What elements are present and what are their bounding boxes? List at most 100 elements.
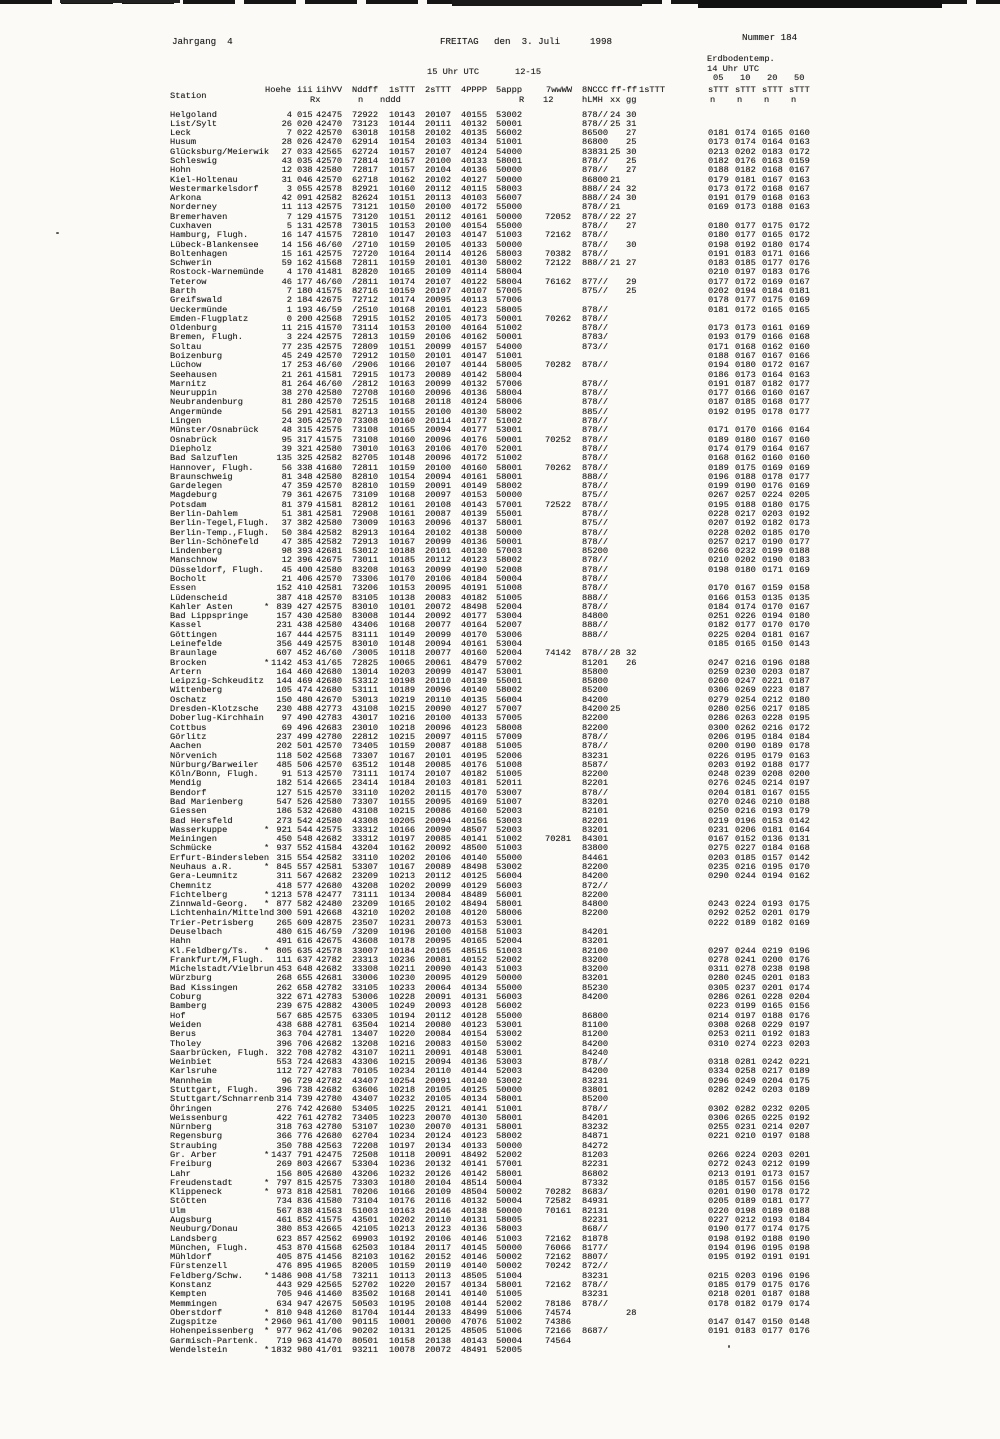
soil-20: 0166 [762, 425, 783, 436]
Nddff: 73206 [352, 583, 379, 594]
soil-50: 0164 [789, 824, 810, 835]
hoehe: 39 [281, 443, 292, 454]
PPPP-4: 48492 [461, 1149, 488, 1160]
soil-10: 0224 [735, 899, 756, 910]
station-name: Karlsruhe [170, 1066, 217, 1077]
soil-10: 0177 [735, 1224, 756, 1235]
table-row: Stuttgart, Flugh. 396 738 42682 63606 10218 20… [0, 1084, 1000, 1095]
soil-20: 0184 [762, 731, 783, 742]
hoehe: 453 [276, 964, 292, 975]
soil-20: 0153 [762, 815, 783, 826]
soil-10: 0216 [735, 861, 756, 872]
table-row: Boltenhagen 15 161 42575 72720 10164 20114 4012… [0, 249, 1000, 259]
iihVV: 42680 [316, 806, 343, 817]
soil-05: 0218 [708, 1289, 729, 1300]
soil-50: 0197 [789, 778, 810, 789]
sTTT-1: 10219 [389, 694, 416, 705]
NCCC-8: 878// [582, 388, 609, 399]
PPPP-4: 40129 [461, 973, 488, 984]
iihVV: 42680 [316, 1168, 343, 1179]
Nddff: 43308 [352, 815, 379, 826]
observation-time: 15 Uhr UTC [427, 67, 480, 77]
sTTT-2: 20070 [425, 1122, 452, 1133]
hoehe: 7 [286, 128, 292, 139]
Nddff: 63512 [352, 759, 379, 770]
iihVV: 42570 [316, 574, 343, 584]
sTTT-2: 20134 [425, 1140, 452, 1151]
sTTT-1: 10158 [389, 128, 416, 139]
iii: 776 [297, 1131, 313, 1142]
iihVV: 42680 [316, 1131, 343, 1142]
soil-50: 0207 [789, 1122, 810, 1133]
Nddff: 83111 [352, 629, 379, 640]
sTTT-1: 10228 [389, 992, 416, 1003]
table-row: Zinnwald-Georg. * 877 582 42480 23209 10165 201… [0, 900, 1000, 909]
sTTT-1: 10165 [389, 899, 416, 910]
appp-5: 57009 [496, 731, 523, 742]
station-name: Berlin-Schönefeld [170, 536, 259, 547]
PPPP-4: 40123 [461, 722, 488, 733]
sTTT-2: 20099 [425, 536, 452, 547]
station-name: Angermünde [170, 406, 223, 417]
soil-20: 0204 [762, 1075, 783, 1086]
sTTT-2: 20112 [425, 1010, 452, 1021]
soil-50: 0188 [789, 657, 810, 668]
ff-gg: 27 [626, 220, 637, 231]
iii: 637 [297, 954, 313, 965]
sTTT-2: 20108 [425, 1298, 452, 1309]
table-row: Glücksburg/Meierwik 27 033 42565 62724 10157 2… [0, 147, 1000, 157]
Nddff: 53111 [352, 685, 379, 696]
iihVV: 42780 [316, 1122, 343, 1133]
table-row: Magdeburg 79 361 42675 73109 10168 20097 40153 5… [0, 491, 1000, 500]
Nddff: 43306 [352, 1057, 379, 1068]
soil-20: 0177 [762, 1326, 783, 1337]
PPPP-4: 40170 [461, 629, 488, 640]
iihVV: 42575 [316, 629, 343, 640]
PPPP-4: 40154 [461, 1029, 488, 1040]
iii: 685 [297, 1010, 313, 1021]
iii: 253 [297, 360, 313, 371]
soil-50: 0142 [789, 815, 810, 826]
wwWW-7: 70242 [545, 1261, 572, 1272]
wwWW-7: 72522 [545, 499, 572, 510]
PPPP-4: 40133 [461, 713, 488, 724]
hoehe: 623 [276, 1233, 292, 1244]
sTTT-1: 10148 [389, 759, 416, 770]
soil-10: 0224 [735, 1149, 756, 1160]
iii: 875 [297, 1252, 313, 1263]
iii: 264 [297, 378, 313, 389]
iihVV: 42781 [316, 1029, 343, 1040]
sTTT-2: 20073 [425, 917, 452, 928]
soil-50: 0221 [789, 1057, 810, 1068]
soil-05: 0171 [708, 425, 729, 436]
iii: 325 [297, 453, 313, 464]
wwWW-7: 72582 [545, 1196, 572, 1207]
iihVV: 41456 [316, 1252, 343, 1263]
soil-20: 0190 [762, 555, 783, 566]
sTTT-1: 10202 [389, 908, 416, 919]
soil-20: 0156 [762, 1177, 783, 1188]
soil-50: 0189 [789, 1084, 810, 1095]
soil-20: 0188 [762, 202, 783, 213]
Nddff: 73307 [352, 796, 379, 807]
iihVV: 42570 [316, 128, 343, 139]
table-row: Oldenburg 11 215 41570 73114 10153 20100 40164 5… [0, 324, 1000, 333]
station-name: Stötten [170, 1196, 207, 1207]
soil-05: 0228 [708, 527, 729, 538]
table-row: München, Flugh. 453 870 41568 62503 10184 2011… [0, 1243, 1000, 1253]
soil-10: 0185 [735, 397, 756, 408]
soil-20: 0165 [762, 230, 783, 241]
station-name: Meiningen [170, 834, 217, 845]
soil-05: 0214 [708, 1010, 729, 1021]
soil-10: 0212 [735, 1215, 756, 1225]
soil-20: 0150 [762, 639, 783, 650]
station-name: Memmingen [170, 1298, 217, 1309]
sTTT-2: 20105 [425, 1084, 452, 1095]
sTTT-1: 10197 [389, 834, 416, 845]
iihVV: 42470 [316, 137, 343, 148]
NCCC-8: 875// [582, 286, 609, 296]
iii: 788 [297, 1140, 313, 1151]
soil-20: 0203 [762, 1084, 783, 1095]
hoehe: 450 [276, 834, 292, 845]
hoehe: 11 [281, 323, 292, 334]
